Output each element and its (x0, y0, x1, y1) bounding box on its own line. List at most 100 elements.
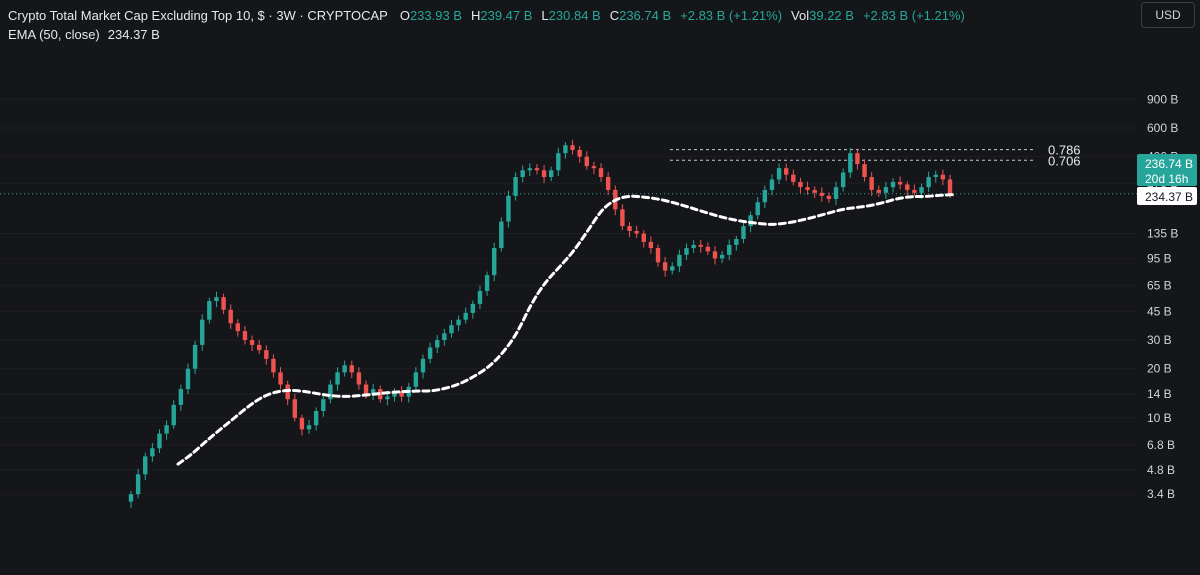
y-tick-label: 30 B (1147, 333, 1172, 347)
candle (684, 243, 689, 260)
volume-value: 39.22 B (809, 8, 854, 23)
candle (598, 163, 604, 182)
candle (912, 184, 917, 197)
candle-body (762, 189, 768, 203)
candle (727, 239, 732, 261)
candle-body (271, 358, 276, 373)
candle-body (563, 145, 568, 154)
candle-body (321, 399, 326, 412)
candle-body (812, 189, 817, 193)
candle-body (541, 170, 547, 178)
candle (734, 235, 739, 251)
candle-body (392, 391, 397, 397)
candle-body (634, 230, 639, 234)
candle-body (947, 179, 953, 194)
candle-body (890, 181, 896, 188)
candle-body (171, 404, 176, 426)
high-label: H (470, 8, 481, 23)
candle (662, 256, 668, 277)
candle-body (876, 189, 881, 193)
candle (442, 328, 447, 346)
candle-body (912, 189, 917, 193)
candle (577, 146, 582, 163)
candle (221, 293, 226, 315)
candle-body (641, 233, 646, 242)
candle (235, 319, 241, 337)
candle (940, 169, 946, 186)
candle-body (249, 340, 255, 345)
candle (556, 147, 561, 177)
candle (228, 304, 233, 329)
candle (905, 181, 910, 196)
candle (328, 380, 333, 404)
candle-body (278, 372, 283, 385)
candle (157, 429, 162, 454)
ema-badge-value: 234.37 B (1145, 190, 1193, 204)
candle-body (534, 168, 540, 171)
candle (534, 163, 540, 175)
candle-body (776, 168, 782, 180)
candle-body (228, 309, 233, 324)
candle-body (670, 266, 675, 271)
candle-body (135, 474, 141, 495)
chart-legend: Crypto Total Market Cap Excluding Top 10… (8, 6, 965, 44)
candle-body (791, 174, 796, 182)
candle-body (784, 168, 789, 175)
candle (285, 380, 290, 406)
candle-body (591, 166, 597, 169)
candle-body (648, 241, 654, 249)
candle-body (840, 172, 846, 188)
candle-body (926, 177, 931, 188)
candle (769, 174, 775, 196)
candle-body (734, 239, 739, 245)
y-tick-label: 6.8 B (1147, 438, 1175, 452)
candle (306, 419, 312, 435)
candle-body (207, 301, 212, 320)
candle (691, 240, 696, 254)
candle (833, 181, 839, 206)
candle (299, 414, 305, 436)
candle (712, 246, 718, 265)
ema-line (176, 193, 957, 466)
candle-body (627, 226, 632, 231)
candle (399, 386, 404, 402)
candle (449, 319, 454, 338)
symbol-title[interactable]: Crypto Total Market Cap Excluding Top 10… (8, 8, 388, 23)
candle (648, 236, 654, 254)
candle (171, 400, 176, 429)
candle (634, 225, 639, 238)
candle-body (584, 156, 589, 167)
candle (200, 314, 205, 351)
y-tick-label: 4.8 B (1147, 463, 1175, 477)
candle (321, 393, 326, 417)
currency-button[interactable]: USD (1141, 2, 1195, 28)
ema-indicator-label[interactable]: EMA (50, close) (8, 27, 100, 42)
candle (271, 354, 276, 378)
candle (150, 443, 155, 462)
candle-body (484, 275, 490, 291)
candle (356, 367, 362, 390)
candle (506, 190, 511, 228)
open-value: 233.93 B (409, 8, 462, 23)
candle (705, 242, 711, 255)
ema-badge (1137, 187, 1197, 205)
candle (855, 148, 860, 170)
candle (548, 166, 554, 182)
candle (755, 196, 760, 220)
low-label: L (541, 8, 549, 23)
candle (435, 335, 440, 354)
candle (655, 244, 661, 267)
candle-body (178, 389, 184, 405)
indicator-row[interactable]: EMA (50, close) 234.37 B (8, 25, 965, 44)
candle-body (157, 433, 162, 449)
candle-body (242, 331, 248, 341)
candle-body (833, 187, 839, 199)
candle-body (548, 170, 554, 178)
candle-body (442, 333, 447, 341)
candle (677, 249, 682, 273)
candle-body (299, 417, 305, 430)
candle (862, 159, 867, 182)
